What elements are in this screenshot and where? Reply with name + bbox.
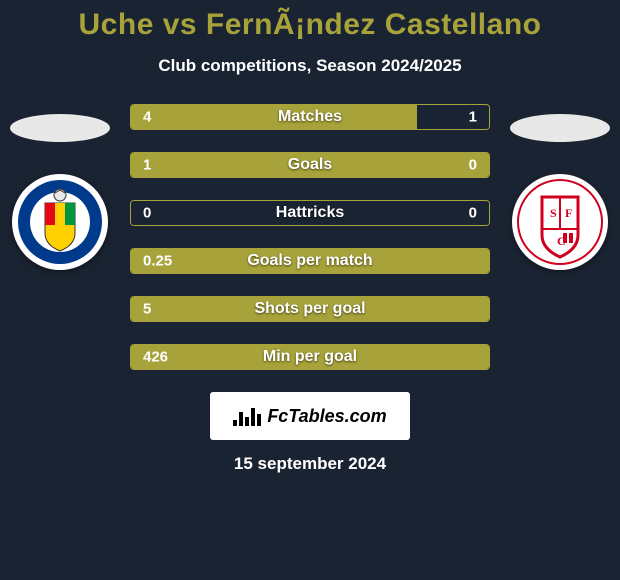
svg-text:F: F [565,206,572,220]
stat-bar: Matches 4 1 [130,104,490,130]
infographic-root: Uche vs FernÃ¡ndez Castellano Club compe… [0,0,620,474]
sevilla-crest-icon: S F C [517,179,603,265]
footer-date: 15 september 2024 [0,454,620,474]
stat-value-left: 5 [143,301,151,318]
stat-bar: Min per goal 426 [130,344,490,370]
brand-badge: FcTables.com [210,392,410,440]
left-player-col [4,104,116,270]
brand-bars-icon [233,406,261,426]
stat-fill-right [417,105,489,129]
stat-label: Shots per goal [254,300,365,318]
stat-label: Goals [288,156,332,174]
left-player-ellipse [10,114,110,142]
svg-text:S: S [550,206,557,220]
sevilla-crest: S F C [512,174,608,270]
stat-value-left: 1 [143,157,151,174]
stat-label: Goals per match [247,252,372,270]
stat-value-right: 1 [469,109,477,126]
stat-bar: Goals per match 0.25 [130,248,490,274]
stat-bar: Hattricks 0 0 [130,200,490,226]
right-player-col: S F C [504,104,616,270]
stat-label: Min per goal [263,348,357,366]
stat-value-right: 0 [469,205,477,222]
stat-bar: Goals 1 0 [130,152,490,178]
stat-value-left: 0 [143,205,151,222]
stat-bar: Shots per goal 5 [130,296,490,322]
stat-value-left: 0.25 [143,253,172,270]
page-subtitle: Club competitions, Season 2024/2025 [0,56,620,76]
right-player-ellipse [510,114,610,142]
stat-value-left: 4 [143,109,151,126]
getafe-crest [12,174,108,270]
stat-label: Matches [278,108,342,126]
stat-value-right: 0 [469,157,477,174]
stat-fill-left [131,105,417,129]
stat-label: Hattricks [276,204,344,222]
stats-bars: Matches 4 1 Goals 1 0 Hattricks 0 0 Goals per mat… [116,104,504,370]
stat-value-left: 426 [143,349,168,366]
getafe-crest-icon [17,179,103,265]
brand-text: FcTables.com [267,406,386,427]
main-row: Matches 4 1 Goals 1 0 Hattricks 0 0 Goals per mat… [0,104,620,370]
page-title: Uche vs FernÃ¡ndez Castellano [0,8,620,42]
